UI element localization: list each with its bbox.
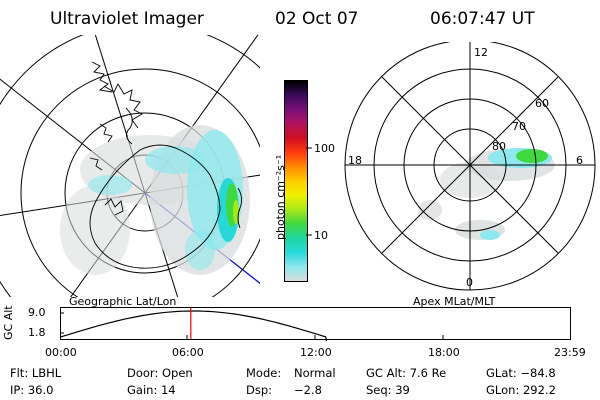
time-tick-2359: 23:59 bbox=[554, 346, 586, 359]
dsp-value: −2.8 bbox=[294, 383, 322, 397]
colorbar-tick-100: 100 bbox=[314, 142, 335, 155]
instrument-title: Ultraviolet Imager bbox=[50, 9, 204, 29]
altitude-curve bbox=[60, 310, 328, 341]
dsp-label: Dsp: bbox=[246, 383, 273, 397]
time-tick-0000: 00:00 bbox=[45, 346, 77, 359]
door-info: Door: Open bbox=[127, 366, 193, 380]
mlt-auroral-oval bbox=[418, 148, 555, 240]
mlt-label-18: 18 bbox=[348, 154, 362, 167]
mlt-label-6: 6 bbox=[576, 154, 583, 167]
seq-info: Seq: 39 bbox=[366, 383, 410, 397]
time-tick-1800: 18:00 bbox=[428, 346, 460, 359]
gc-alt-info: GC Alt: 7.6 Re bbox=[366, 366, 447, 380]
mode-value: Normal bbox=[294, 366, 336, 380]
mode-label: Mode: bbox=[246, 366, 282, 380]
mlat-label-80: 80 bbox=[492, 140, 506, 153]
date-label: 02 Oct 07 bbox=[275, 9, 359, 29]
magnetic-map-label: Apex MLat/MLT bbox=[413, 295, 496, 308]
auroral-emission bbox=[60, 125, 250, 275]
geographic-map-label: Geographic Lat/Lon bbox=[69, 295, 177, 308]
time-label: 06:07:47 UT bbox=[430, 9, 535, 29]
coastline bbox=[89, 61, 243, 269]
mlt-lines bbox=[345, 42, 595, 290]
mlat-label-60: 60 bbox=[535, 97, 549, 110]
mlat-label-70: 70 bbox=[512, 120, 526, 133]
colorbar-ticks bbox=[306, 147, 312, 236]
geographic-map bbox=[0, 35, 260, 297]
altitude-tick-high: 9.0 bbox=[28, 306, 46, 319]
colorbar-tick-10: 10 bbox=[314, 229, 328, 242]
altitude-axis-label: GC Alt bbox=[2, 305, 15, 340]
time-tick-1200: 12:00 bbox=[300, 346, 332, 359]
glat-info: GLat: −84.8 bbox=[486, 366, 556, 380]
ip-info: IP: 36.0 bbox=[10, 383, 54, 397]
mlt-label-0: 0 bbox=[466, 276, 473, 289]
altitude-tick-low: 1.8 bbox=[28, 326, 46, 339]
glon-info: GLon: 292.2 bbox=[486, 383, 556, 397]
filter-info: Flt: LBHL bbox=[10, 366, 62, 380]
altitude-plot-frame bbox=[60, 307, 571, 340]
mlt-label-12: 12 bbox=[474, 46, 488, 59]
gain-info: Gain: 14 bbox=[127, 383, 176, 397]
time-tick-0600: 06:00 bbox=[172, 346, 204, 359]
colorbar-unit-label: photon cm⁻²s⁻¹ bbox=[274, 154, 287, 240]
altitude-plot-ticks bbox=[60, 312, 444, 340]
altitude-plot bbox=[60, 307, 571, 341]
magnetic-polar-map bbox=[344, 42, 596, 291]
color-scale-bar bbox=[284, 80, 308, 282]
